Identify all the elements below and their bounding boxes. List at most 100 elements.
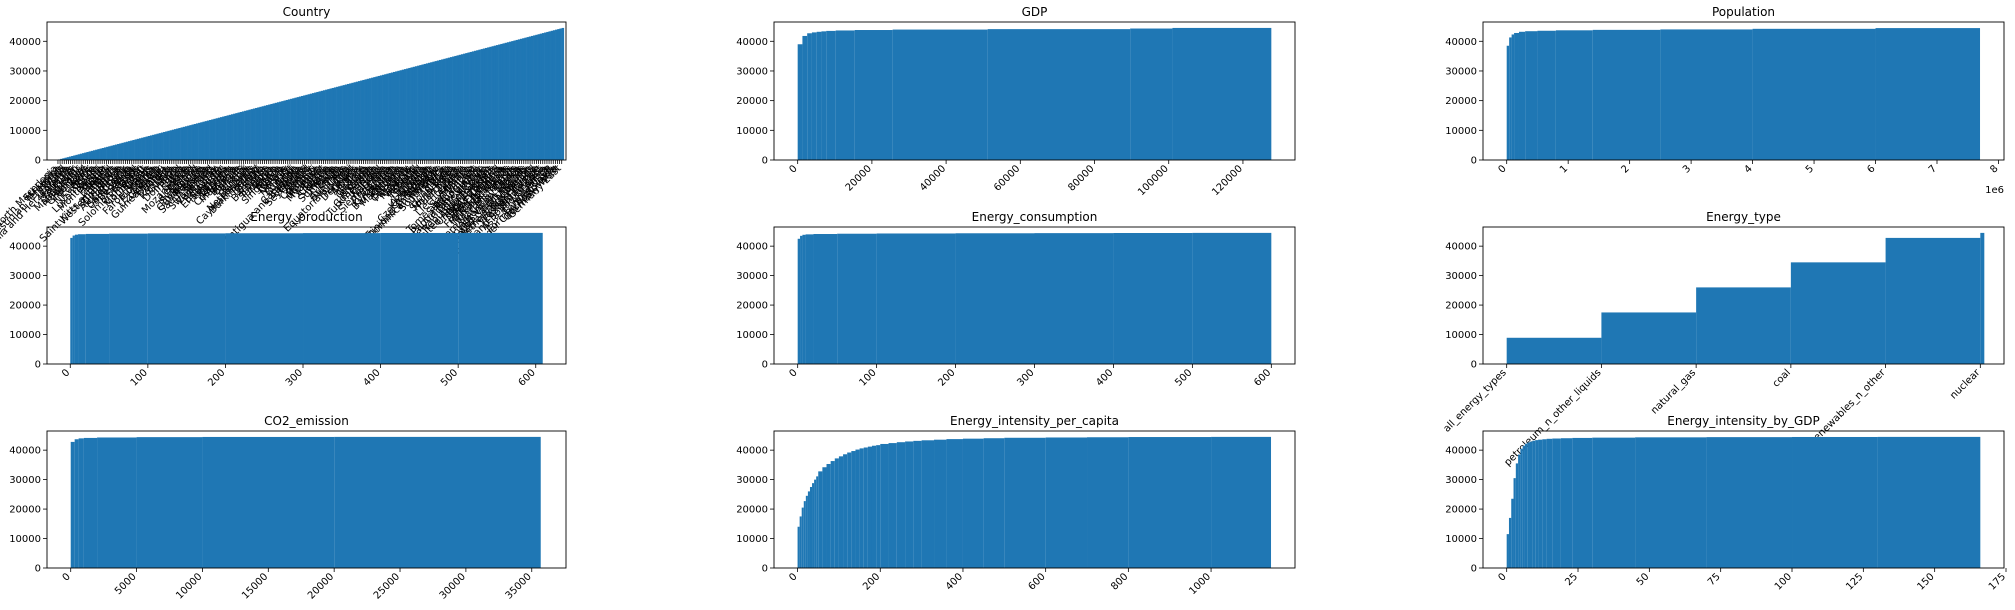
histogram-bar [797, 526, 800, 568]
histogram-bar [178, 127, 181, 160]
histogram-bar [379, 75, 383, 160]
histogram-bar [263, 105, 267, 160]
histogram-bar [225, 233, 304, 364]
histogram-bar [921, 440, 935, 568]
histogram-bar [265, 105, 269, 160]
histogram-bar [502, 43, 505, 160]
y-tick-label: 30000 [736, 271, 768, 282]
x-tick-label: 200 [206, 367, 227, 388]
histogram-bar [1875, 28, 1981, 160]
histogram-bar [1508, 517, 1512, 568]
histogram-bar [1572, 437, 1593, 568]
y-tick-label: 40000 [1445, 446, 1477, 457]
histogram-bar [807, 491, 810, 568]
histogram-bar [552, 30, 556, 161]
histogram-bar [74, 234, 79, 364]
histogram-bar [803, 501, 806, 568]
histogram-bar [114, 144, 118, 160]
histogram-bar [843, 454, 848, 568]
histogram-bar [417, 65, 420, 160]
histogram-bar [838, 456, 844, 568]
histogram-bar [134, 139, 138, 160]
histogram-bar [1535, 440, 1539, 568]
histogram-bar [78, 234, 86, 364]
y-tick-label: 20000 [1445, 301, 1477, 312]
histogram-bar [72, 235, 75, 364]
histogram-bar [946, 439, 963, 568]
histogram-bar [204, 121, 208, 160]
x-tick-label: 200 [936, 367, 957, 388]
histogram-bar [248, 109, 251, 160]
histogram-bar [158, 133, 162, 160]
histogram-bar [1513, 478, 1516, 568]
histogram-bar [388, 73, 392, 160]
histogram-bar [1635, 437, 1707, 568]
x-tick-label: 500 [1173, 367, 1194, 388]
axes-frame [773, 21, 1296, 161]
histogram-bar [467, 52, 470, 160]
histogram-bar [1130, 28, 1173, 160]
histogram-bar [421, 64, 424, 160]
histogram-bar [830, 461, 835, 568]
x-tick-label: 100 [1773, 571, 1794, 592]
histogram-bar [294, 97, 297, 160]
histogram-bar [184, 126, 188, 160]
histogram-bar [322, 90, 326, 160]
histogram-bar [520, 38, 523, 160]
subplot-energy-production: Energy_production 0 10000 20000 30000 40000 0 1… [9, 210, 567, 389]
histogram-bar [480, 49, 484, 161]
histogram-bar [154, 134, 157, 160]
x-tick-label: 200 [861, 571, 882, 592]
histogram-bar [97, 149, 100, 160]
histogram-bar [85, 233, 110, 364]
histogram-bar [809, 486, 813, 568]
histogram-bar [368, 78, 372, 160]
histogram-bar [193, 123, 197, 160]
y-tick-label: 10000 [1445, 534, 1477, 545]
histogram-bar [876, 233, 956, 364]
histogram-bar [384, 74, 387, 160]
histogram-bar [449, 57, 453, 161]
y-tick-label: 20000 [9, 505, 41, 516]
histogram-bar [353, 82, 357, 160]
histogram-bar [268, 104, 271, 160]
axes-frame [773, 430, 1296, 569]
x-tick-label: 120000 [1210, 163, 1245, 198]
histogram-bar [509, 41, 512, 161]
histogram-bar [458, 54, 462, 160]
histogram-bar [541, 33, 545, 161]
histogram-bar [296, 97, 300, 160]
subplot-title: Energy_type [1706, 210, 1781, 224]
histogram-bar [1211, 436, 1272, 568]
x-offset-label: 1e6 [1985, 185, 2004, 196]
histogram-bar [307, 94, 311, 160]
x-tick-label: 600 [1027, 571, 1048, 592]
y-tick-label: 30000 [736, 66, 768, 77]
histogram-bar [357, 81, 361, 160]
histogram-bar [412, 66, 416, 160]
subplot-title: Energy_consumption [972, 210, 1098, 224]
histogram-bar [1592, 437, 1636, 568]
x-tick-label: 0 [1497, 571, 1509, 583]
histogram-bar [550, 30, 554, 160]
histogram-bar [826, 30, 836, 160]
histogram-bar [75, 154, 78, 160]
histogram-bar [220, 117, 223, 160]
histogram-bar [445, 58, 449, 160]
histogram-bar [822, 467, 827, 568]
histogram-bar [801, 507, 804, 568]
x-tick-label: 125 [1844, 571, 1865, 592]
y-tick-label: 40000 [1445, 37, 1477, 48]
histogram-bar [393, 71, 396, 160]
x-tick-label: 300 [284, 367, 305, 388]
histogram-bar [1518, 454, 1521, 568]
x-tick-label: 35000 [504, 571, 534, 601]
histogram-bar [1546, 438, 1553, 568]
x-tick-label: 7 [1927, 163, 1939, 175]
histogram-bar [371, 77, 374, 160]
histogram-bar [511, 41, 514, 161]
y-tick-label: 40000 [736, 242, 768, 253]
histogram-bar [233, 113, 236, 160]
x-tick-label: 15000 [240, 571, 270, 601]
histogram-bar [327, 89, 330, 160]
